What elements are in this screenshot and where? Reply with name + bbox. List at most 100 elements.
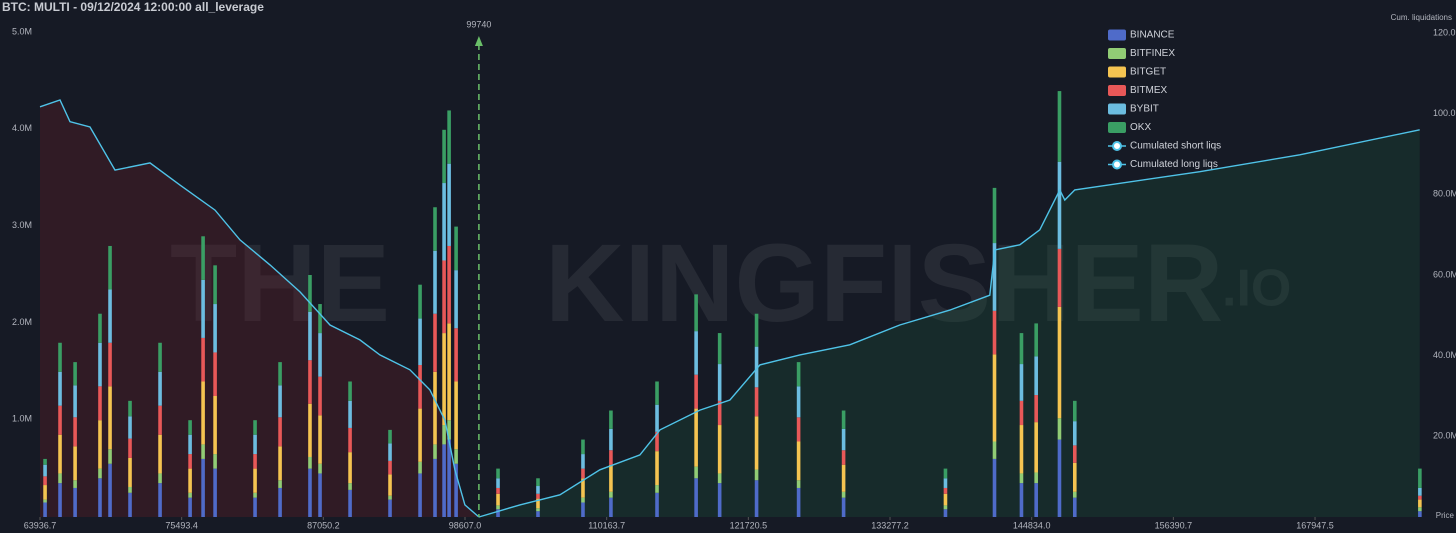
bar-segment	[943, 468, 948, 479]
bar-segment	[73, 385, 77, 418]
bar-segment	[442, 183, 446, 261]
bar-segment	[418, 461, 422, 474]
bar-segment	[796, 362, 801, 387]
bar-segment	[581, 454, 585, 469]
bar-segment	[1418, 495, 1422, 500]
x-axis-title: Price	[1436, 511, 1455, 520]
bar-segment	[318, 376, 322, 416]
legend-label: BINANCE	[1130, 30, 1175, 41]
bar-segment	[158, 434, 162, 474]
legend-swatch	[1108, 66, 1126, 78]
bar-segment	[418, 408, 422, 462]
bar-segment	[308, 311, 312, 361]
bar-segment	[655, 431, 659, 452]
bar-segment	[308, 403, 312, 457]
bar-segment	[158, 371, 162, 406]
bar-segment	[388, 460, 392, 475]
x-tick-label: 75493.4	[165, 520, 198, 530]
bar-segment	[717, 400, 722, 426]
bar-segment	[454, 270, 458, 329]
bar-segment	[796, 417, 801, 442]
bar-segment	[442, 333, 446, 426]
bar-segment	[278, 385, 282, 418]
y2-tick-label: 60.0M	[1433, 269, 1456, 279]
bar-segment	[348, 489, 352, 517]
bar-segment	[694, 466, 698, 479]
bar-segment	[43, 485, 47, 500]
bar-segment	[754, 313, 759, 347]
bar-segment	[1019, 364, 1024, 401]
bar-segment	[1019, 483, 1024, 517]
bar-segment	[201, 337, 205, 382]
bar-segment	[1072, 462, 1077, 492]
bar-segment	[694, 294, 698, 332]
bar-segment	[992, 243, 997, 311]
bar-segment	[58, 434, 62, 474]
bar-segment	[213, 468, 217, 517]
bar-segment	[58, 342, 62, 372]
bar-segment	[454, 328, 458, 382]
bar-segment	[278, 487, 282, 517]
bar-segment	[536, 508, 540, 512]
bar-segment	[992, 310, 997, 355]
y-tick-label: 5.0M	[12, 26, 32, 36]
legend-label: Cumulated long liqs	[1130, 159, 1218, 170]
bar-segment	[73, 362, 77, 386]
y2-tick-label: 120.0M	[1433, 27, 1456, 37]
bar-segment	[43, 499, 47, 503]
bar-segment	[694, 331, 698, 375]
bar-segment	[447, 439, 451, 517]
bar-segment	[1418, 468, 1422, 488]
bar-segment	[992, 354, 997, 442]
bar-segment	[992, 187, 997, 244]
bar-segment	[128, 438, 132, 458]
bar-segment	[253, 497, 257, 517]
bar-segment	[128, 400, 132, 417]
bar-segment	[1057, 418, 1062, 440]
bar-segment	[308, 468, 312, 517]
bar-segment	[496, 487, 500, 494]
bar-segment	[98, 468, 102, 479]
bar-segment	[213, 265, 217, 305]
x-tick-label: 98607.0	[449, 520, 482, 530]
legend-marker	[1112, 159, 1122, 170]
bar-segment	[43, 458, 47, 465]
bar-segment	[754, 387, 759, 417]
bar-segment	[278, 362, 282, 386]
legend-label: Cumulated short liqs	[1130, 141, 1221, 152]
bar-segment	[496, 493, 500, 506]
bar-segment	[348, 483, 352, 490]
bar-segment	[581, 497, 585, 503]
bar-segment	[1034, 395, 1038, 423]
bar-segment	[188, 468, 192, 493]
cumulative-area	[478, 129, 1420, 518]
bar-segment	[98, 342, 102, 387]
bar-segment	[841, 428, 846, 451]
bar-segment	[188, 497, 192, 517]
bar-segment	[943, 478, 948, 488]
bar-segment	[188, 492, 192, 498]
bar-segment	[1019, 333, 1024, 365]
bar-segment	[1034, 356, 1038, 396]
legend-swatch	[1108, 103, 1126, 115]
bar-segment	[609, 450, 613, 465]
x-tick-label: 110163.7	[588, 520, 625, 530]
bar-segment	[496, 468, 500, 479]
bar-segment	[188, 420, 192, 435]
bar-segment	[43, 502, 47, 517]
bar-segment	[73, 480, 77, 488]
bar-segment	[717, 473, 722, 484]
bar-segment	[158, 483, 162, 517]
bar-segment	[308, 456, 312, 469]
bar-segment	[308, 360, 312, 404]
bar-segment	[992, 458, 997, 517]
bar-segment	[1418, 507, 1422, 512]
bar-segment	[655, 492, 659, 517]
bar-segment	[1057, 248, 1062, 307]
x-tick-label: 87050.2	[307, 520, 340, 530]
bar-segment	[318, 415, 322, 464]
bar-segment	[536, 486, 540, 494]
bar-segment	[318, 304, 322, 334]
bar-segment	[388, 429, 392, 444]
